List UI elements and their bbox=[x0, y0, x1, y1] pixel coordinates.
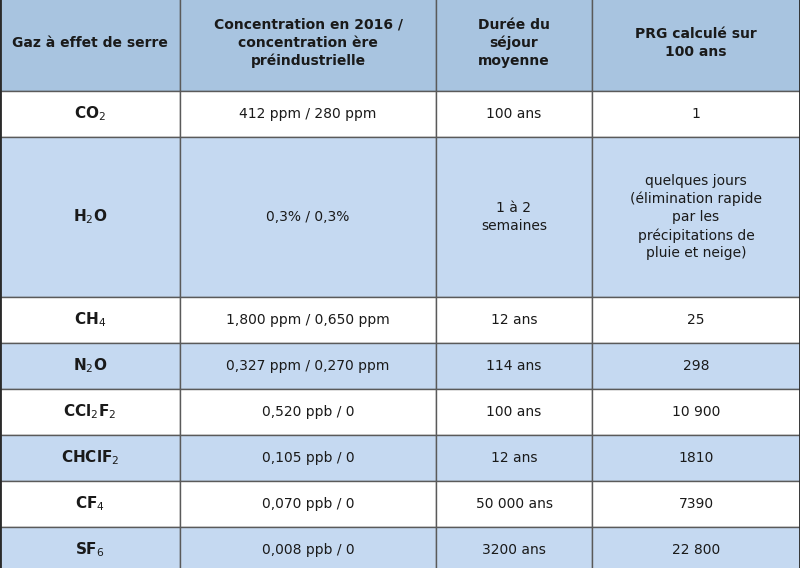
Bar bbox=[592, 137, 800, 297]
Text: CHClF$_2$: CHClF$_2$ bbox=[61, 449, 119, 467]
Bar bbox=[0, 389, 180, 435]
Bar bbox=[592, 389, 800, 435]
Bar bbox=[436, 0, 592, 91]
Bar bbox=[0, 343, 180, 389]
Text: CF$_4$: CF$_4$ bbox=[75, 495, 105, 513]
Text: 1810: 1810 bbox=[678, 451, 714, 465]
Bar bbox=[436, 343, 592, 389]
Text: 22 800: 22 800 bbox=[672, 543, 720, 557]
Bar bbox=[592, 297, 800, 343]
Bar bbox=[436, 389, 592, 435]
Bar bbox=[592, 91, 800, 137]
Bar bbox=[180, 343, 436, 389]
Bar bbox=[0, 91, 180, 137]
Bar bbox=[180, 481, 436, 527]
Text: Durée du
séjour
moyenne: Durée du séjour moyenne bbox=[478, 18, 550, 68]
Text: 1 à 2
semaines: 1 à 2 semaines bbox=[481, 201, 547, 233]
Text: CO$_2$: CO$_2$ bbox=[74, 105, 106, 123]
Bar bbox=[436, 435, 592, 481]
Bar bbox=[180, 91, 436, 137]
Text: 100 ans: 100 ans bbox=[486, 405, 542, 419]
Bar bbox=[436, 297, 592, 343]
Text: 3200 ans: 3200 ans bbox=[482, 543, 546, 557]
Text: N$_2$O: N$_2$O bbox=[73, 357, 107, 375]
Text: 10 900: 10 900 bbox=[672, 405, 720, 419]
Text: Gaz à effet de serre: Gaz à effet de serre bbox=[12, 36, 168, 50]
Bar bbox=[436, 527, 592, 568]
Bar bbox=[592, 0, 800, 91]
Bar bbox=[0, 0, 180, 91]
Bar bbox=[436, 91, 592, 137]
Text: 100 ans: 100 ans bbox=[486, 107, 542, 121]
Text: quelques jours
(élimination rapide
par les
précipitations de
pluie et neige): quelques jours (élimination rapide par l… bbox=[630, 174, 762, 260]
Text: 12 ans: 12 ans bbox=[490, 451, 538, 465]
Bar bbox=[0, 435, 180, 481]
Text: Concentration en 2016 /
concentration ère
préindustrielle: Concentration en 2016 / concentration èr… bbox=[214, 18, 402, 68]
Text: 298: 298 bbox=[682, 359, 710, 373]
Bar bbox=[436, 481, 592, 527]
Text: 114 ans: 114 ans bbox=[486, 359, 542, 373]
Bar bbox=[0, 137, 180, 297]
Text: 0,3% / 0,3%: 0,3% / 0,3% bbox=[266, 210, 350, 224]
Bar bbox=[180, 137, 436, 297]
Bar bbox=[0, 297, 180, 343]
Bar bbox=[180, 0, 436, 91]
Bar bbox=[0, 527, 180, 568]
Bar bbox=[180, 297, 436, 343]
Text: 1: 1 bbox=[691, 107, 701, 121]
Text: PRG calculé sur
100 ans: PRG calculé sur 100 ans bbox=[635, 27, 757, 59]
Bar bbox=[0, 481, 180, 527]
Bar bbox=[180, 389, 436, 435]
Bar bbox=[592, 435, 800, 481]
Text: 50 000 ans: 50 000 ans bbox=[475, 497, 553, 511]
Bar bbox=[592, 527, 800, 568]
Text: CH$_4$: CH$_4$ bbox=[74, 311, 106, 329]
Text: 0,105 ppb / 0: 0,105 ppb / 0 bbox=[262, 451, 354, 465]
Text: CCl$_2$F$_2$: CCl$_2$F$_2$ bbox=[63, 403, 117, 421]
Bar bbox=[180, 527, 436, 568]
Text: 12 ans: 12 ans bbox=[490, 313, 538, 327]
Text: SF$_6$: SF$_6$ bbox=[75, 541, 105, 559]
Text: 0,070 ppb / 0: 0,070 ppb / 0 bbox=[262, 497, 354, 511]
Bar bbox=[592, 343, 800, 389]
Bar bbox=[436, 137, 592, 297]
Text: H$_2$O: H$_2$O bbox=[73, 208, 107, 227]
Bar bbox=[180, 435, 436, 481]
Text: 25: 25 bbox=[687, 313, 705, 327]
Text: 0,008 ppb / 0: 0,008 ppb / 0 bbox=[262, 543, 354, 557]
Text: 0,520 ppb / 0: 0,520 ppb / 0 bbox=[262, 405, 354, 419]
Bar bbox=[592, 481, 800, 527]
Text: 412 ppm / 280 ppm: 412 ppm / 280 ppm bbox=[239, 107, 377, 121]
Text: 1,800 ppm / 0,650 ppm: 1,800 ppm / 0,650 ppm bbox=[226, 313, 390, 327]
Text: 7390: 7390 bbox=[678, 497, 714, 511]
Text: 0,327 ppm / 0,270 ppm: 0,327 ppm / 0,270 ppm bbox=[226, 359, 390, 373]
